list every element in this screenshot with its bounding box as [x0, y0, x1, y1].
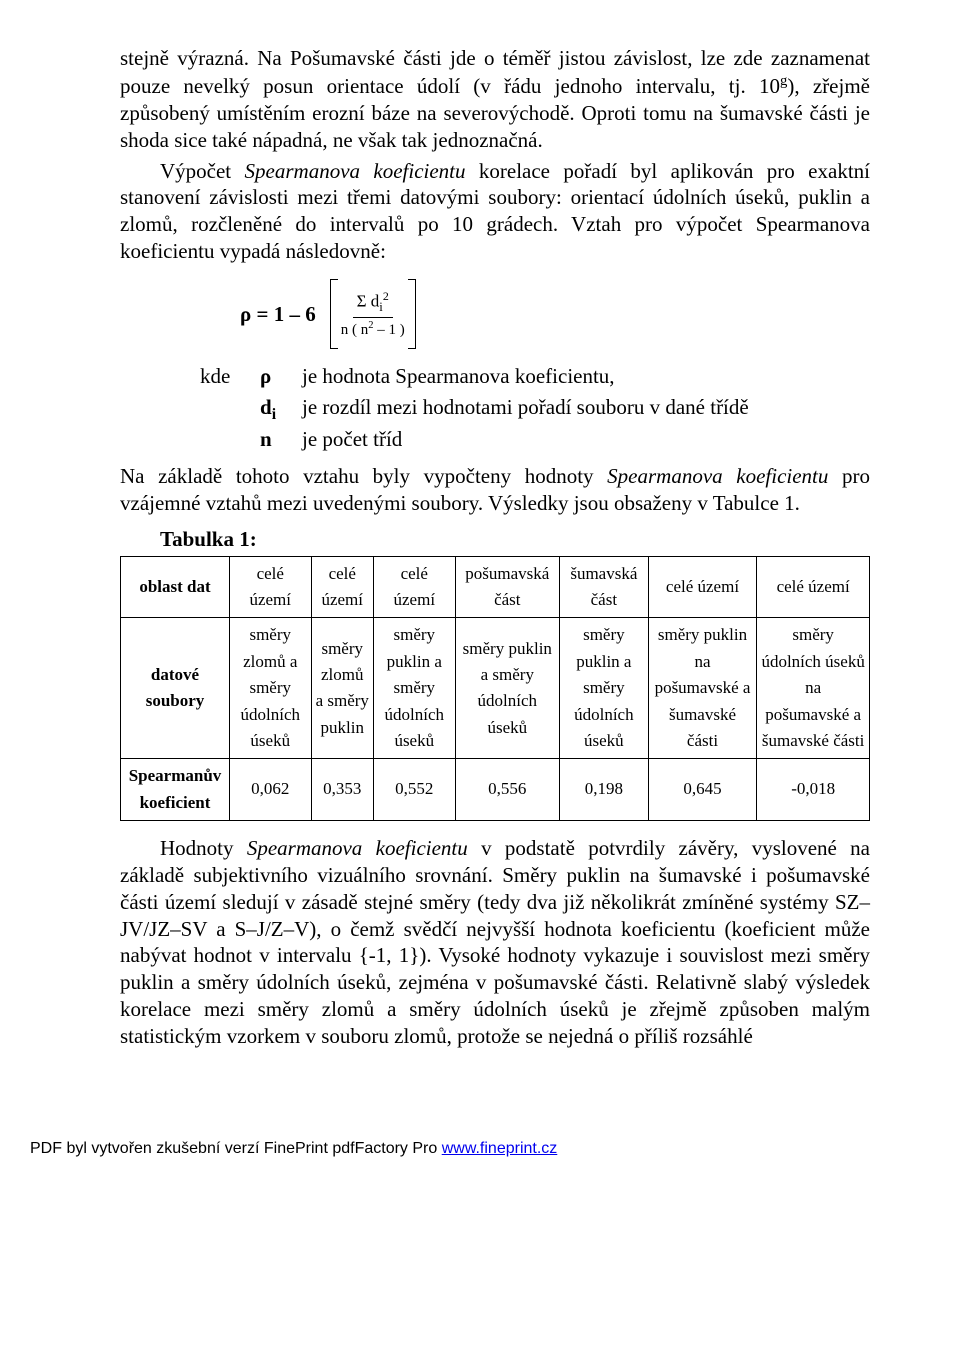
den-tail: – 1 ): [373, 322, 404, 338]
ds-2: směry puklin a směry údolních úseků: [374, 618, 456, 759]
rowhead-2: Spearmanův koeficient: [121, 759, 230, 821]
where-block: kde ρ je hodnota Spearmanova koeficientu…: [200, 363, 870, 457]
formula-bracket: Σ di2 n ( n2 – 1 ): [330, 279, 416, 349]
coef-2: 0,552: [374, 759, 456, 821]
area-3: pošumavská část: [455, 556, 559, 618]
p2-t1: Výpočet: [160, 159, 245, 183]
coef-0: 0,062: [230, 759, 312, 821]
coef-1: 0,353: [311, 759, 374, 821]
p3-it1: Spearmanova koeficientu: [607, 464, 828, 488]
coef-4: 0,198: [560, 759, 649, 821]
area-0: celé území: [230, 556, 312, 618]
p1-t1: stejně výrazná. Na Pošumavské části jde …: [120, 46, 870, 98]
area-6: celé území: [757, 556, 870, 618]
paragraph-4: Hodnoty Spearmanova koeficientu v podsta…: [120, 835, 870, 1050]
where-sym-0: ρ: [260, 363, 302, 394]
sigma: Σ: [357, 292, 371, 311]
spearman-table: oblast dat celé území celé území celé úz…: [120, 556, 870, 821]
table-row-datasets: datové soubory směry zlomů a směry údoln…: [121, 618, 870, 759]
area-2: celé území: [374, 556, 456, 618]
p2-it1: Spearmanova koeficientu: [245, 159, 466, 183]
footer-text: PDF byl vytvořen zkušební verzí FinePrin…: [30, 1140, 442, 1157]
coef-3: 0,556: [455, 759, 559, 821]
table-title: Tabulka 1:: [160, 527, 870, 552]
ds-3: směry puklin a směry údolních úseků: [455, 618, 559, 759]
p4-t2: v podstatě potvrdily závěry, vyslovené n…: [120, 836, 870, 1048]
footer-link[interactable]: www.fineprint.cz: [442, 1140, 558, 1157]
where-text-0: je hodnota Spearmanova koeficientu,: [302, 363, 870, 394]
rowhead-0: oblast dat: [121, 556, 230, 618]
paragraph-2: Výpočet Spearmanova koeficientu korelace…: [120, 158, 870, 266]
area-4: šumavská část: [560, 556, 649, 618]
where-text-1: je rozdíl mezi hodnotami pořadí souboru …: [302, 394, 870, 425]
where-kde: kde: [200, 363, 260, 394]
ds-0: směry zlomů a směry údolních úseků: [230, 618, 312, 759]
where-sym-1: di: [260, 394, 302, 425]
ds-4: směry puklin a směry údolních úseků: [560, 618, 649, 759]
pdf-footer: PDF byl vytvořen zkušební verzí FinePrin…: [30, 1140, 870, 1158]
ds-6: směry údolních úseků na pošumavské a šum…: [757, 618, 870, 759]
paragraph-1: stejně výrazná. Na Pošumavské části jde …: [120, 45, 870, 154]
den-n: n ( n: [341, 322, 369, 338]
num-sq: 2: [383, 289, 389, 303]
formula-fraction: Σ di2 n ( n2 – 1 ): [341, 279, 405, 349]
coef-6: -0,018: [757, 759, 870, 821]
p4-t1: Hodnoty: [160, 836, 247, 860]
rowhead-1: datové soubory: [121, 618, 230, 759]
formula-denominator: n ( n2 – 1 ): [341, 318, 405, 339]
formula-lhs-text: ρ = 1 – 6: [240, 302, 316, 326]
ds-1: směry zlomů a směry puklin: [311, 618, 374, 759]
table-row-area: oblast dat celé území celé území celé úz…: [121, 556, 870, 618]
area-5: celé území: [648, 556, 757, 618]
coef-5: 0,645: [648, 759, 757, 821]
spearman-formula: ρ = 1 – 6 Σ di2 n ( n2 – 1 ): [240, 279, 870, 349]
paragraph-3: Na základě tohoto vztahu byly vypočteny …: [120, 463, 870, 517]
table-row-coeffs: Spearmanův koeficient 0,062 0,353 0,552 …: [121, 759, 870, 821]
p3-t1: Na základě tohoto vztahu byly vypočteny …: [120, 464, 607, 488]
area-1: celé území: [311, 556, 374, 618]
formula-numerator: Σ di2: [353, 289, 393, 318]
ds-5: směry puklin na pošumavské a šumavské čá…: [648, 618, 757, 759]
formula-lhs: ρ = 1 – 6: [240, 302, 316, 327]
where-sym-2: n: [260, 426, 302, 457]
where-text-2: je počet tříd: [302, 426, 870, 457]
p4-it1: Spearmanova koeficientu: [247, 836, 468, 860]
